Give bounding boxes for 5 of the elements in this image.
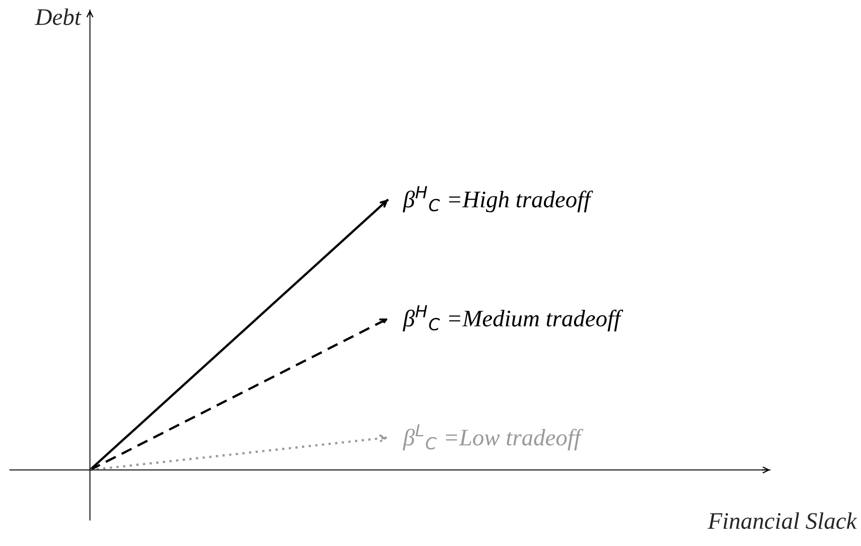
legend-label: β$^{H}$$_{C}$ =High tradeoff [402,186,594,212]
text: Debt [34,8,82,26]
x-axis-title: Financial Slack [708,512,857,529]
legend-label: β$^{H}$$_{C}$ =Medium tradeoff [402,305,624,332]
legend-label: β$^{L}$$_{C}$ =Low tradeoff [402,424,584,450]
